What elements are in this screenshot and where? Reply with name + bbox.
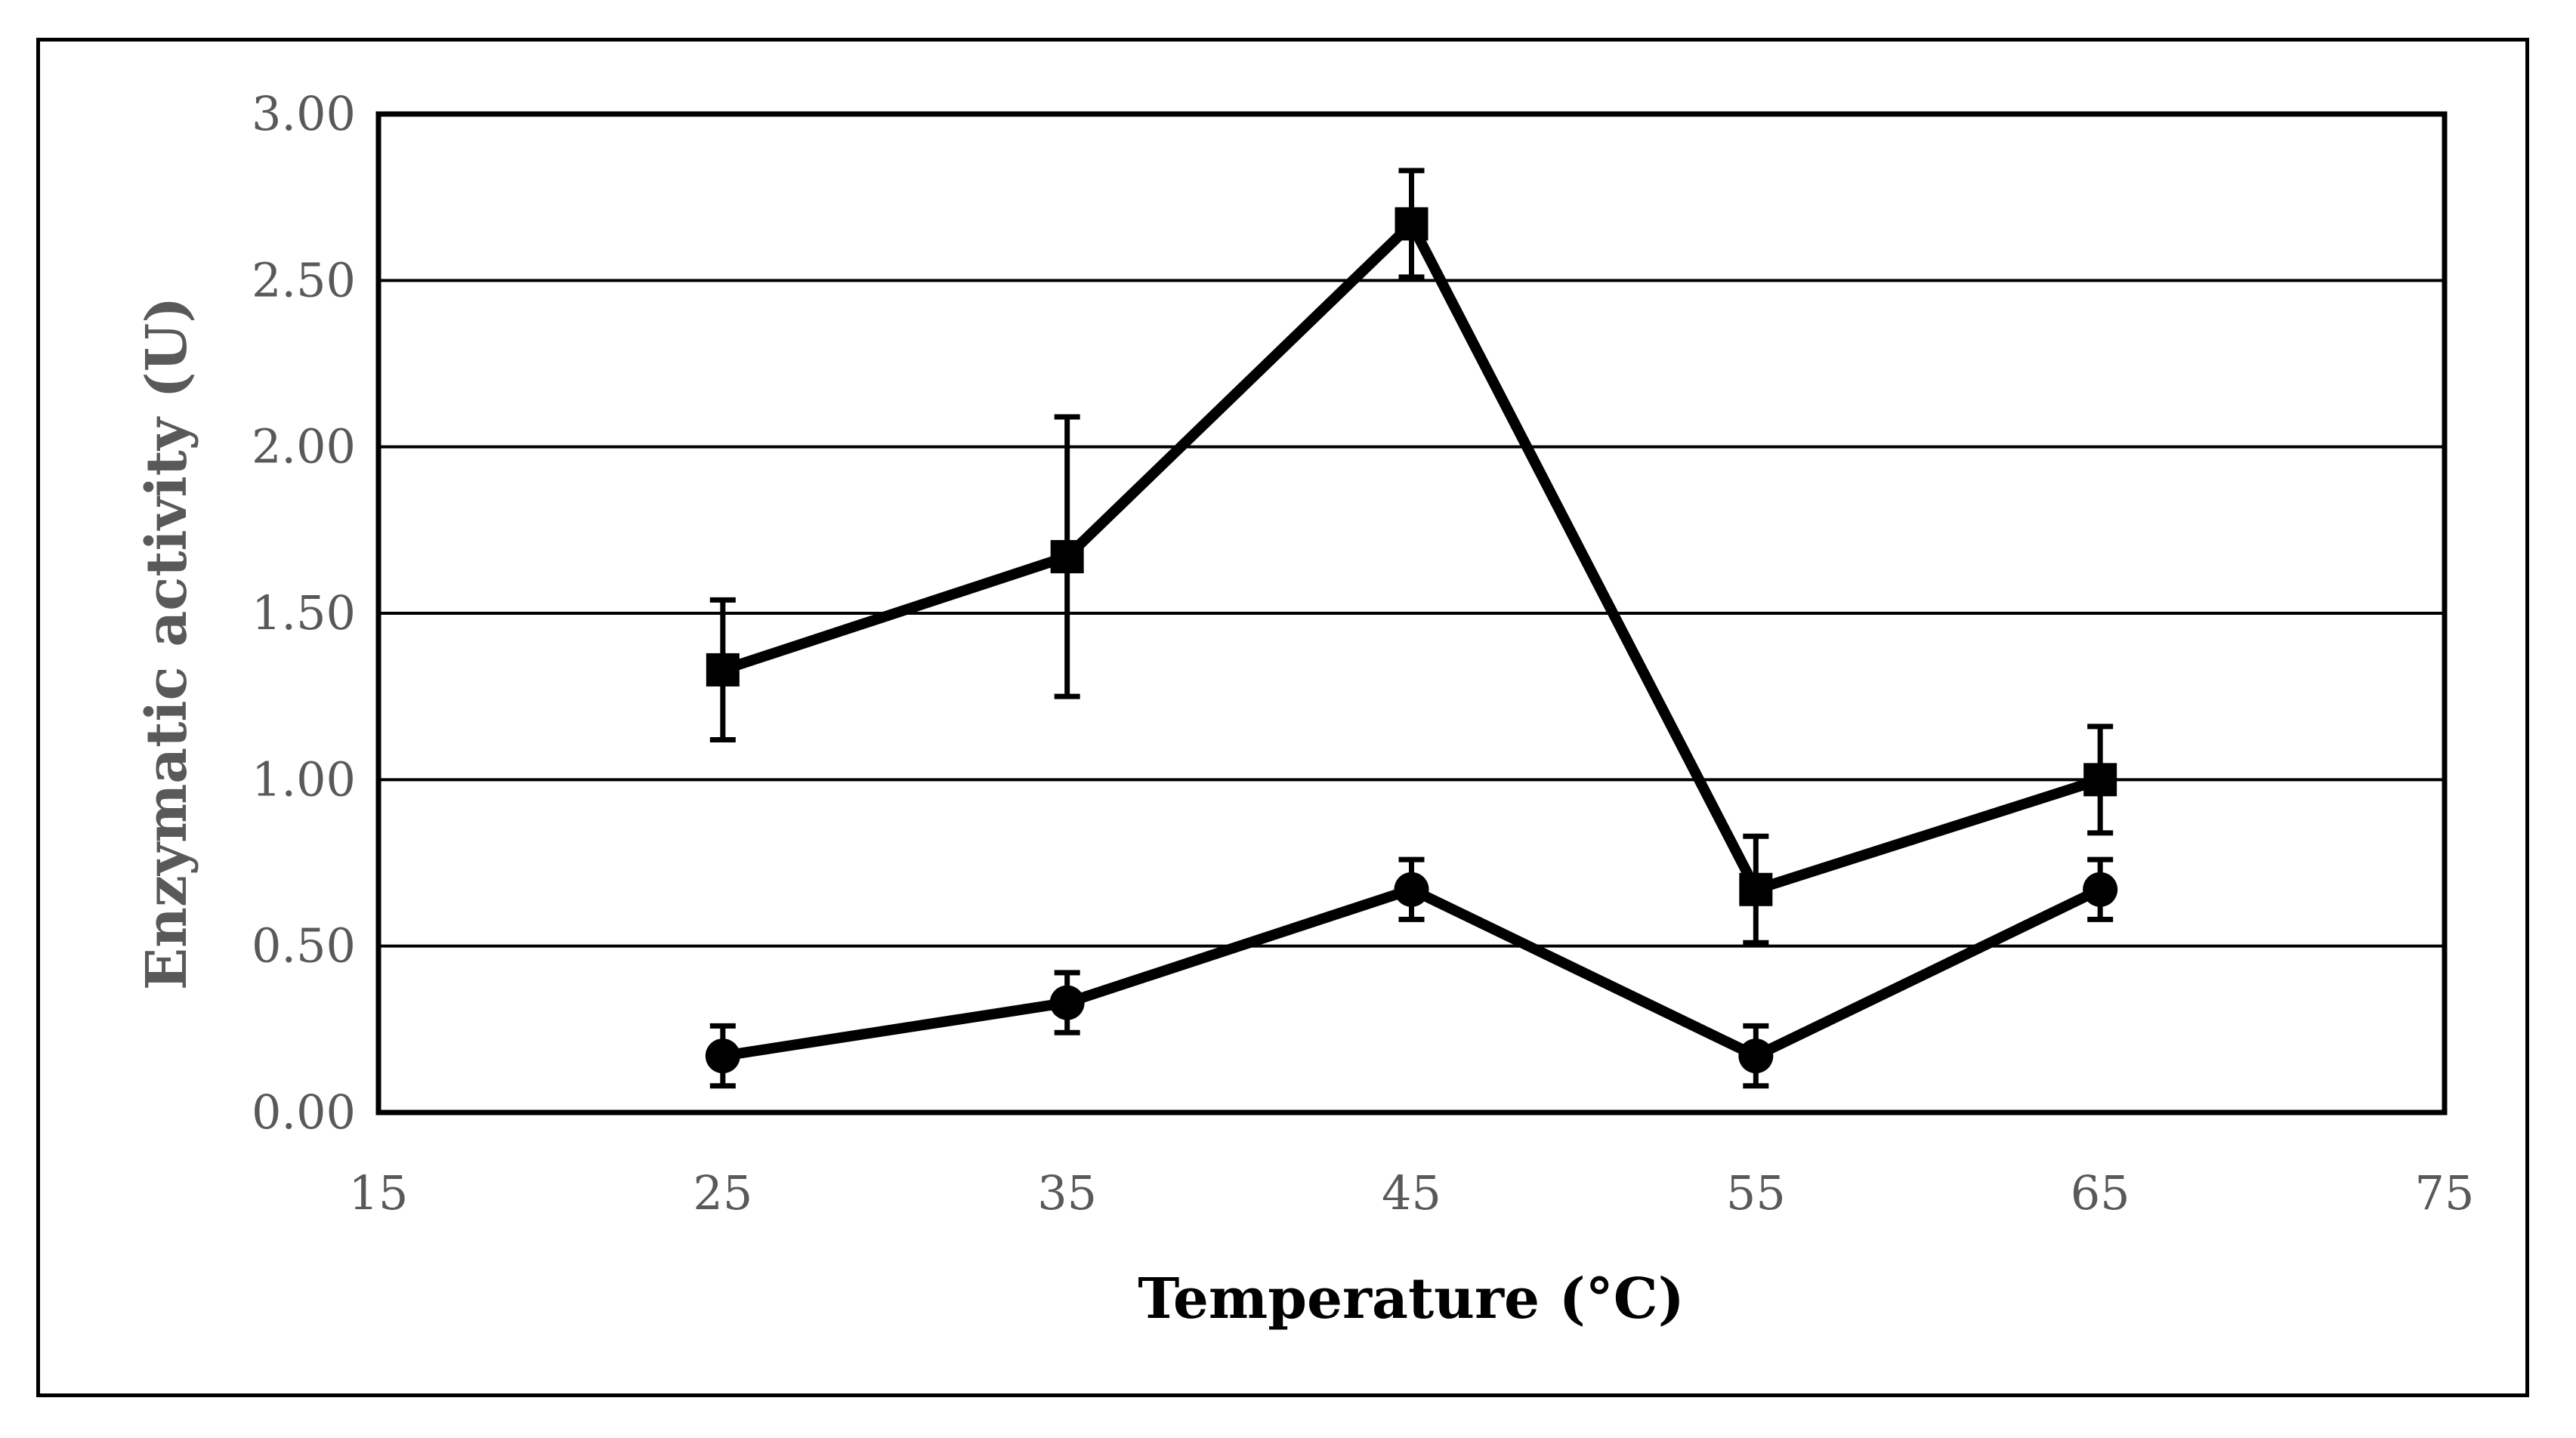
data-point-circle xyxy=(1394,872,1429,907)
data-point-square xyxy=(706,653,740,687)
y-tick-labels: 0.00 0.50 1.00 1.50 2.00 2.50 3.00 xyxy=(252,86,356,1140)
data-point-square xyxy=(1395,207,1429,241)
y-axis-title: Enzymatic activity (U) xyxy=(134,297,199,991)
figure-frame: 0.00 0.50 1.00 1.50 2.00 2.50 3.00 15 25 35 45 55 6… xyxy=(36,38,2529,1397)
x-tick-labels: 15 25 35 45 55 65 75 xyxy=(349,1165,2475,1220)
x-tick-label: 45 xyxy=(1382,1165,1441,1220)
data-point-circle xyxy=(1738,1038,1774,1074)
square-series xyxy=(706,168,2117,946)
x-axis-title: Temperature (°C) xyxy=(1138,1267,1684,1332)
y-tick-label: 0.00 xyxy=(252,1085,356,1140)
data-point-square xyxy=(1050,540,1084,574)
x-tick-label: 65 xyxy=(2071,1165,2130,1220)
chart: 0.00 0.50 1.00 1.50 2.00 2.50 3.00 15 25 35 45 55 6… xyxy=(134,86,2475,1332)
data-point-circle xyxy=(1049,985,1085,1020)
y-tick-label: 1.50 xyxy=(252,585,356,640)
y-tick-label: 3.00 xyxy=(252,86,356,141)
series-line xyxy=(721,214,2102,896)
data-point-circle xyxy=(2083,872,2118,907)
x-tick-label: 35 xyxy=(1037,1165,1097,1220)
x-tick-label: 55 xyxy=(1726,1165,1786,1220)
y-tick-label: 1.00 xyxy=(252,751,356,807)
x-tick-label: 15 xyxy=(349,1165,409,1220)
y-tick-label: 2.50 xyxy=(252,252,356,307)
x-tick-label: 25 xyxy=(693,1165,752,1220)
data-point-square xyxy=(2083,763,2117,797)
y-tick-label: 2.00 xyxy=(252,419,356,474)
gridlines xyxy=(378,279,2445,948)
data-point-square xyxy=(1739,872,1773,906)
circle-series xyxy=(705,856,2118,1089)
x-tick-label: 75 xyxy=(2415,1165,2475,1220)
y-tick-label: 0.50 xyxy=(252,918,356,974)
data-point-circle xyxy=(705,1038,740,1074)
data-series xyxy=(705,168,2118,1089)
plot-area-border xyxy=(375,111,2448,1116)
